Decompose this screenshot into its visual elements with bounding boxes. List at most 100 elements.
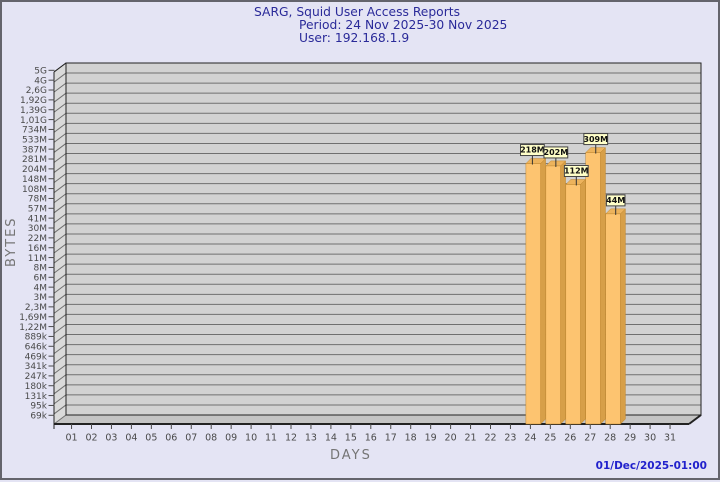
x-tick-label: 11 bbox=[265, 433, 277, 444]
gridline-wall-segment bbox=[53, 384, 67, 395]
x-tick-label: 05 bbox=[145, 433, 157, 444]
x-tick-label: 09 bbox=[225, 433, 237, 444]
y-tick-label: 734M bbox=[22, 126, 47, 136]
gridline-wall-segment bbox=[53, 153, 67, 163]
x-tick-label: 14 bbox=[325, 433, 337, 444]
annotation-value-label: 309M bbox=[583, 135, 608, 144]
gridline-wall-segment bbox=[53, 374, 67, 385]
bar-side-face bbox=[560, 160, 566, 425]
gridline-wall-segment bbox=[53, 173, 67, 184]
y-tick-label: 78M bbox=[28, 195, 47, 205]
gridline-wall-segment bbox=[53, 213, 67, 224]
gridline-wall-segment bbox=[53, 334, 67, 344]
gridline-wall-segment bbox=[53, 163, 67, 173]
report-period: Period: 24 Nov 2025-30 Nov 2025 bbox=[299, 18, 508, 32]
y-tick-label: 281M bbox=[22, 155, 47, 165]
report-user: User: 192.168.1.9 bbox=[299, 31, 410, 45]
x-axis-title: DAYS bbox=[330, 448, 372, 463]
y-tick-label: 180k bbox=[25, 382, 48, 392]
gridline-wall-segment bbox=[53, 364, 67, 375]
y-tick-label: 533M bbox=[22, 135, 47, 145]
y-tick-label: 646k bbox=[25, 342, 48, 352]
x-tick-label: 22 bbox=[484, 433, 496, 444]
generation-timestamp: 01/Dec/2025-01:00 bbox=[595, 460, 707, 472]
x-tick-label: 12 bbox=[285, 433, 297, 444]
gridline-wall-segment bbox=[53, 223, 67, 234]
bar bbox=[545, 165, 561, 425]
y-axis-title: BYTES bbox=[4, 216, 19, 268]
annotation-box bbox=[583, 133, 609, 146]
x-tick-label: 20 bbox=[445, 433, 457, 444]
plot-outline bbox=[65, 62, 702, 416]
bar-side-face bbox=[580, 178, 586, 425]
gridline-wall-segment bbox=[53, 183, 67, 194]
y-tick-label: 469k bbox=[25, 352, 48, 362]
x-tick-label: 21 bbox=[465, 433, 477, 444]
x-tick-label: 06 bbox=[165, 433, 177, 444]
gridline-wall-segment bbox=[53, 143, 67, 153]
wall-top-edge bbox=[53, 62, 67, 73]
gridline-wall-segment bbox=[53, 354, 67, 365]
plot-left-wall bbox=[54, 63, 66, 424]
chart-frame bbox=[53, 62, 702, 429]
chart-bars bbox=[525, 146, 627, 425]
x-tick-label: 02 bbox=[85, 433, 97, 444]
x-tick-label: 04 bbox=[125, 433, 137, 444]
x-tick-label: 31 bbox=[664, 433, 676, 444]
y-axis-ticks: 5G4G2,6G1,92G1,39G1,01G734M533M387M281M2… bbox=[19, 67, 55, 421]
x-tick-label: 27 bbox=[584, 433, 596, 444]
bar-side-face bbox=[620, 208, 626, 425]
y-tick-label: 41M bbox=[28, 214, 47, 224]
gridline-wall-segment bbox=[53, 314, 67, 324]
x-axis-ticks: 01 02 03 04 05 06 07 08 09 10 11 12 13 14 15 16 17 18 19 20… bbox=[66, 424, 676, 444]
bar-side-face bbox=[540, 157, 546, 425]
gridline-wall-segment bbox=[53, 293, 67, 304]
annotation-box bbox=[543, 146, 569, 159]
gridline-wall-segment bbox=[53, 414, 67, 425]
gridline-wall-segment bbox=[53, 404, 67, 415]
x-tick-label: 13 bbox=[305, 433, 317, 444]
y-tick-label: 4G bbox=[34, 76, 47, 86]
bar bbox=[525, 163, 541, 425]
y-tick-label: 2,3M bbox=[25, 303, 47, 313]
gridline-wall-segment bbox=[53, 233, 67, 244]
y-tick-label: 1,69M bbox=[19, 313, 47, 323]
y-tick-label: 4M bbox=[34, 283, 48, 293]
gridline-wall-segment bbox=[53, 303, 67, 314]
x-tick-label: 29 bbox=[624, 433, 636, 444]
y-tick-label: 131k bbox=[25, 392, 48, 402]
y-tick-label: 341k bbox=[25, 362, 48, 372]
y-tick-label: 148M bbox=[22, 175, 47, 185]
y-tick-label: 11M bbox=[28, 254, 47, 264]
gridline-wall-segment bbox=[53, 394, 67, 405]
y-tick-label: 69k bbox=[30, 411, 47, 421]
y-tick-label: 3M bbox=[34, 293, 48, 303]
gridline-wall-segment bbox=[53, 253, 67, 264]
gridline-wall-segment bbox=[53, 344, 67, 355]
gridline-wall-segment bbox=[53, 283, 67, 294]
x-tick-label: 10 bbox=[245, 433, 257, 444]
x-tick-label: 15 bbox=[345, 433, 357, 444]
y-tick-label: 6M bbox=[34, 273, 48, 283]
y-tick-label: 387M bbox=[22, 145, 47, 155]
x-tick-label: 23 bbox=[504, 433, 516, 444]
x-tick-label: 08 bbox=[205, 433, 217, 444]
y-tick-label: 1,22M bbox=[19, 323, 47, 333]
x-tick-label: 17 bbox=[385, 433, 397, 444]
annotation-value-label: 44M bbox=[606, 196, 625, 205]
gridline-wall-segment bbox=[53, 132, 67, 143]
x-tick-label: 28 bbox=[604, 433, 616, 444]
y-tick-label: 5G bbox=[34, 67, 47, 77]
gridline-wall-segment bbox=[53, 324, 67, 334]
gridline-wall-segment bbox=[53, 122, 67, 133]
y-tick-label: 247k bbox=[25, 372, 48, 382]
x-tick-label: 16 bbox=[365, 433, 377, 444]
gridline-wall-segment bbox=[53, 263, 67, 274]
y-tick-label: 57M bbox=[28, 204, 47, 214]
annotation-box bbox=[605, 194, 626, 207]
annotation-value-label: 218M bbox=[520, 146, 545, 155]
y-tick-label: 16M bbox=[28, 244, 47, 254]
